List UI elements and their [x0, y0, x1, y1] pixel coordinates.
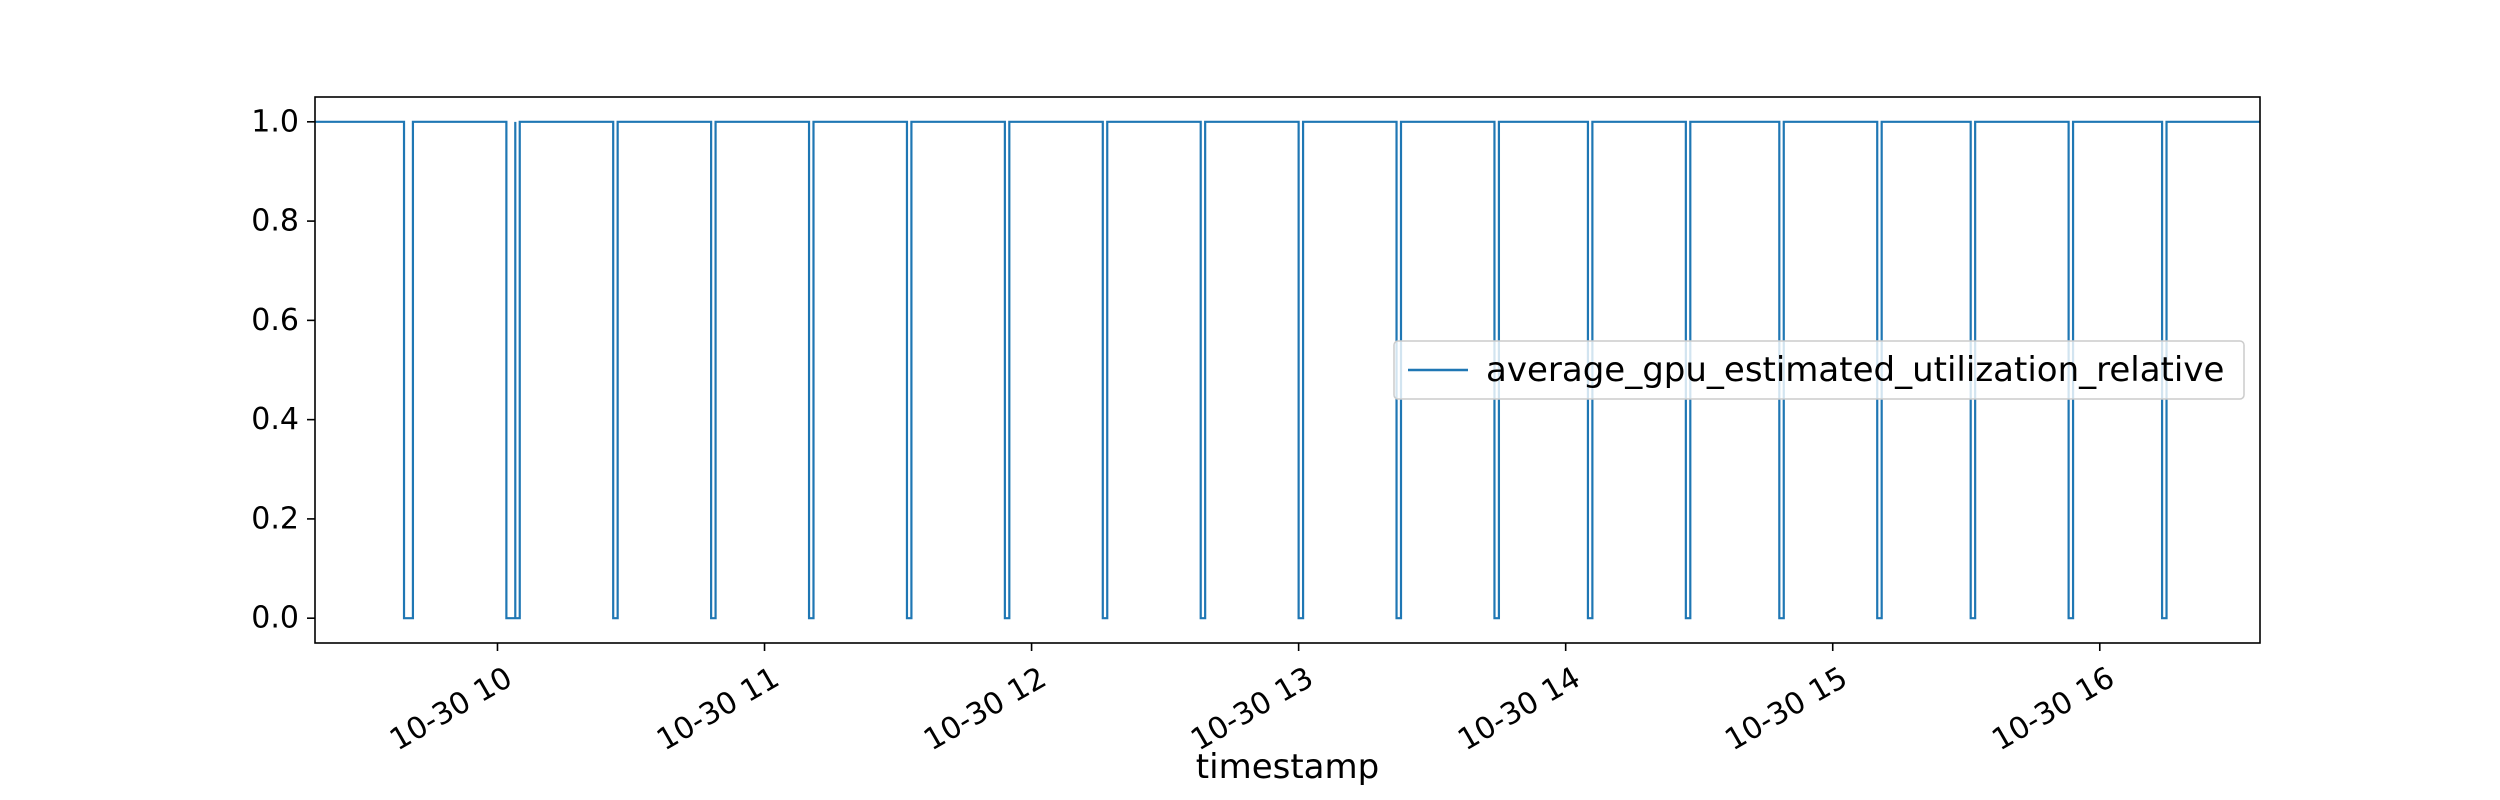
- y-tick-label: 0.4: [251, 402, 299, 437]
- y-tick-label: 0.0: [251, 601, 299, 636]
- legend-box: [1393, 340, 2245, 400]
- y-axis: 0.0 0.2 0.4 0.6 0.8 1.0: [251, 104, 315, 636]
- legend: average_gpu_estimated_utilization_relati…: [1393, 340, 2245, 400]
- y-tick-label: 1.0: [251, 104, 299, 139]
- y-tick-label: 0.6: [251, 303, 299, 338]
- y-tick-label: 0.8: [251, 204, 299, 239]
- series-line-0: [315, 120, 2260, 620]
- legend-label: average_gpu_estimated_utilization_relati…: [1486, 350, 2224, 390]
- series-layer: [315, 120, 2260, 620]
- y-tick-label: 0.2: [251, 501, 299, 536]
- plot-area-frame: [314, 96, 2261, 644]
- x-axis-title: timestamp: [1196, 747, 1379, 787]
